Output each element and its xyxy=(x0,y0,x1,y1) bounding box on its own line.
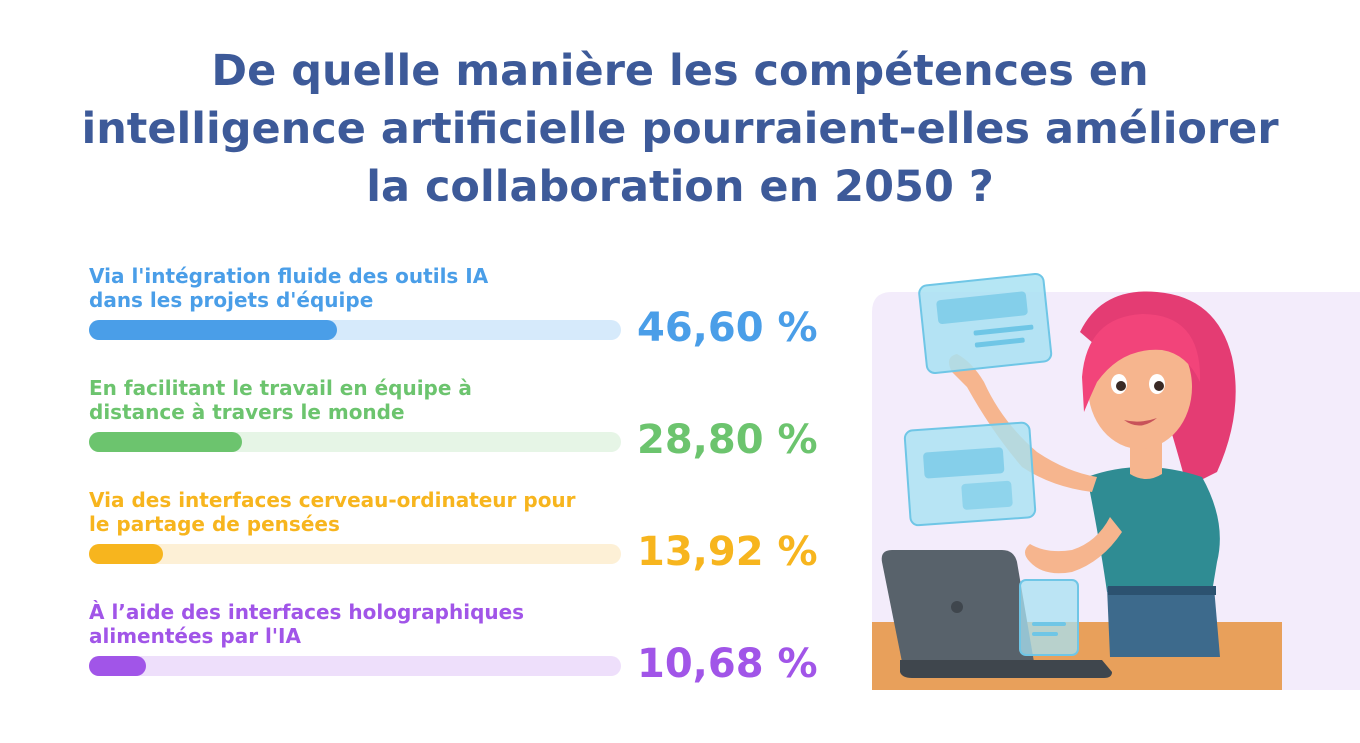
bar-label-line: Via des interfaces cerveau-ordinateur po… xyxy=(89,488,576,512)
bar-track xyxy=(89,320,621,340)
laptop-logo xyxy=(951,601,963,613)
pupil-left xyxy=(1116,381,1126,391)
bar-label-line: distance à travers le monde xyxy=(89,400,405,424)
illustration-woman-hologram xyxy=(872,272,1360,690)
bar-row: Via des interfaces cerveau-ordinateur po… xyxy=(89,488,829,583)
bar-value-label: 46,60 % xyxy=(637,305,818,351)
title-line: De quelle manière les compétences en xyxy=(211,46,1149,96)
bar-fill xyxy=(89,432,243,452)
bar-fill xyxy=(89,320,337,340)
bar-label: À l’aide des interfaces holographiques a… xyxy=(89,600,649,648)
neck xyxy=(1130,442,1162,479)
bar-label-line: À l’aide des interfaces holographiques xyxy=(89,600,525,624)
bar-value-label: 10,68 % xyxy=(637,641,818,687)
title-line: intelligence artificielle pourraient-ell… xyxy=(81,104,1279,154)
bar-fill xyxy=(89,544,164,564)
bar-label-line: dans les projets d'équipe xyxy=(89,288,374,312)
jeans xyxy=(1107,587,1220,657)
belt xyxy=(1108,586,1216,595)
bar-track xyxy=(89,432,621,452)
bar-track xyxy=(89,544,621,564)
bar-label: Via des interfaces cerveau-ordinateur po… xyxy=(89,488,649,536)
hologram-card-small xyxy=(1019,579,1079,656)
bar-label: En facilitant le travail en équipe à dis… xyxy=(89,376,649,424)
hologram-card-top xyxy=(918,272,1053,374)
smile xyxy=(1124,418,1157,426)
bar-fill xyxy=(89,656,146,676)
bar-value-label: 13,92 % xyxy=(637,529,818,575)
chart-title: De quelle manière les compétences en int… xyxy=(0,42,1360,216)
hair-front xyxy=(1082,314,1201,412)
bar-label: Via l'intégration fluide des outils IA d… xyxy=(89,264,649,312)
laptop-base xyxy=(900,660,1112,678)
title-line: la collaboration en 2050 ? xyxy=(366,162,994,212)
bar-row: Via l'intégration fluide des outils IA d… xyxy=(89,264,829,359)
pupil-right xyxy=(1154,381,1164,391)
arm-lower xyxy=(1025,517,1122,574)
torso xyxy=(1087,467,1220,592)
bar-row: À l’aide des interfaces holographiques a… xyxy=(89,600,829,695)
hologram-card-middle xyxy=(903,421,1037,527)
bar-label-line: En facilitant le travail en équipe à xyxy=(89,376,472,400)
arm-raised xyxy=(948,354,1097,492)
bar-track xyxy=(89,656,621,676)
bar-row: En facilitant le travail en équipe à dis… xyxy=(89,376,829,471)
bar-label-line: Via l'intégration fluide des outils IA xyxy=(89,264,489,288)
bar-label-line: le partage de pensées xyxy=(89,512,340,536)
bar-value-label: 28,80 % xyxy=(637,417,818,463)
bar-label-line: alimentées par l'IA xyxy=(89,624,301,648)
